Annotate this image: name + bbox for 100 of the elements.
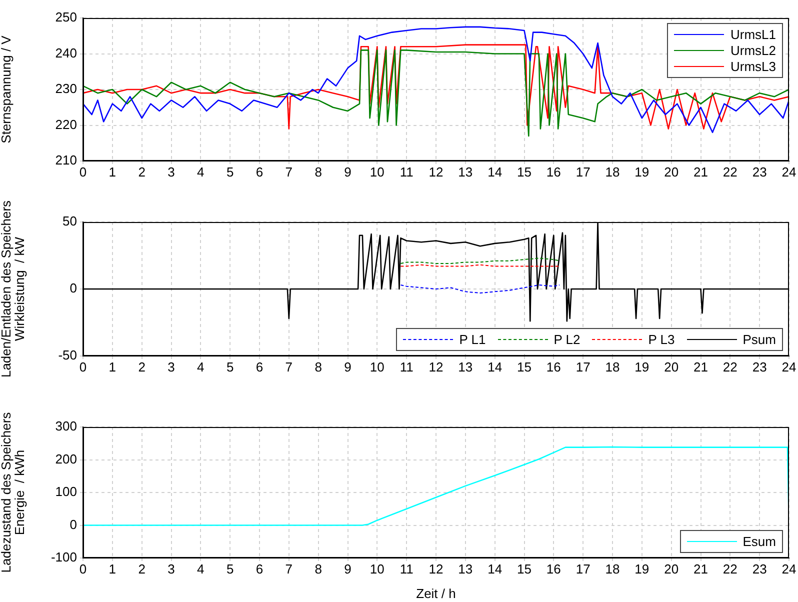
- x-tick-label: 19: [634, 359, 650, 374]
- x-tick-label: 3: [168, 164, 175, 180]
- x-tick-label: 12: [428, 359, 444, 374]
- x-tick-label: 13: [458, 359, 473, 374]
- x-tick-label: 16: [546, 164, 561, 180]
- y-tick-label: 0: [70, 516, 77, 532]
- x-tick-label: 21: [694, 359, 708, 374]
- x-tick-label: 12: [428, 561, 444, 576]
- x-tick-label: 6: [256, 164, 264, 180]
- x-tick-label: 0: [79, 164, 87, 180]
- x-tick-label: 17: [576, 359, 590, 374]
- legend-label: P L3: [648, 332, 675, 347]
- x-tick-label: 1: [108, 359, 116, 374]
- x-tick-label: 9: [344, 561, 352, 576]
- x-tick-label: 23: [752, 359, 767, 374]
- legend-label: P L2: [554, 332, 580, 347]
- x-tick-label: 3: [168, 561, 175, 576]
- x-tick-label: 6: [256, 561, 264, 576]
- x-tick-label: 21: [694, 561, 708, 576]
- x-tick-label: 19: [634, 164, 650, 180]
- x-tick-label: 7: [285, 561, 293, 576]
- x-tick-label: 17: [576, 561, 590, 576]
- x-tick-label: 13: [458, 561, 473, 576]
- x-tick-label: 2: [138, 164, 146, 180]
- x-tick-label: 20: [664, 359, 679, 374]
- legend-label: UrmsL1: [730, 27, 776, 42]
- x-tick-label: 21: [694, 164, 708, 180]
- y-tick-label: 240: [55, 45, 77, 60]
- x-tick-label: 10: [370, 561, 384, 576]
- x-tick-label: 24: [782, 561, 796, 576]
- x-tick-label: 4: [197, 561, 204, 576]
- x-tick-label: 0: [79, 359, 87, 374]
- y-tick-label: -50: [58, 348, 77, 363]
- x-tick-label: 5: [226, 359, 234, 374]
- x-tick-label: 20: [664, 164, 679, 180]
- x-tick-label: 5: [226, 561, 234, 576]
- y-tick-label: 220: [55, 116, 77, 132]
- x-tick-label: 7: [285, 164, 293, 180]
- x-tick-label: 9: [344, 359, 352, 374]
- x-tick-label: 17: [576, 164, 590, 180]
- x-tick-label: 22: [722, 561, 738, 576]
- y-tick-label: 250: [55, 10, 77, 25]
- y-axis-title: Sternspannung / V: [0, 35, 14, 144]
- x-tick-label: 8: [314, 561, 322, 576]
- x-tick-label: 4: [197, 164, 204, 180]
- x-tick-label: 12: [428, 164, 444, 180]
- x-tick-label: 15: [517, 561, 532, 576]
- x-tick-label: 13: [458, 164, 473, 180]
- x-tick-label: 24: [782, 164, 796, 180]
- x-tick-label: 22: [722, 359, 738, 374]
- x-tick-label: 20: [664, 561, 679, 576]
- legend-label: UrmsL3: [730, 59, 776, 74]
- x-tick-label: 11: [400, 164, 414, 180]
- x-tick-label: 16: [546, 359, 561, 374]
- legend-label: Esum: [742, 534, 776, 549]
- x-tick-label: 2: [138, 359, 146, 374]
- y-axis-title: Laden/Entladen des Speichers Wirkleistung / kW: [0, 200, 28, 378]
- x-tick-label: 9: [344, 164, 352, 180]
- x-tick-label: 8: [314, 359, 322, 374]
- legend-label: Psum: [742, 332, 776, 347]
- x-tick-label: 14: [488, 561, 502, 576]
- x-tick-label: 10: [370, 359, 384, 374]
- legend-label: UrmsL2: [730, 43, 776, 58]
- y-tick-label: 200: [55, 451, 77, 466]
- y-tick-label: 230: [55, 81, 77, 96]
- legend-label: P L1: [459, 332, 486, 347]
- x-tick-label: 24: [782, 359, 796, 374]
- x-tick-label: 10: [370, 164, 384, 180]
- x-tick-label: 18: [605, 359, 620, 374]
- x-tick-label: 11: [400, 561, 414, 576]
- x-tick-label: 23: [752, 561, 767, 576]
- y-tick-label: 210: [55, 152, 77, 168]
- x-tick-label: 15: [517, 359, 532, 374]
- x-tick-label: 19: [634, 561, 650, 576]
- x-tick-label: 8: [314, 164, 322, 180]
- y-tick-label: 300: [55, 418, 77, 434]
- y-tick-label: 100: [55, 484, 77, 500]
- y-tick-label: -100: [50, 550, 77, 565]
- x-tick-label: 16: [546, 561, 561, 576]
- x-tick-label: 23: [752, 164, 767, 180]
- x-tick-label: 15: [517, 164, 532, 180]
- x-tick-label: 18: [605, 164, 620, 180]
- x-tick-label: 2: [138, 561, 146, 576]
- x-tick-label: 3: [168, 359, 175, 374]
- x-tick-label: 14: [488, 359, 502, 374]
- y-tick-label: 0: [70, 280, 77, 296]
- x-tick-label: 1: [108, 164, 116, 180]
- x-tick-label: 1: [108, 561, 116, 576]
- y-axis-title: Ladezustand des Speichers Energie / kWh: [0, 412, 28, 573]
- x-tick-label: 14: [488, 164, 502, 180]
- x-tick-label: 22: [722, 164, 738, 180]
- x-tick-label: 4: [197, 359, 204, 374]
- x-tick-label: 0: [79, 561, 87, 576]
- line-series: [400, 284, 560, 294]
- x-tick-label: 7: [285, 359, 293, 374]
- x-tick-label: 11: [400, 359, 414, 374]
- x-tick-label: 5: [226, 164, 234, 180]
- x-axis-title: Zeit / h: [416, 586, 456, 601]
- y-tick-label: 50: [62, 214, 77, 229]
- x-tick-label: 6: [256, 359, 264, 374]
